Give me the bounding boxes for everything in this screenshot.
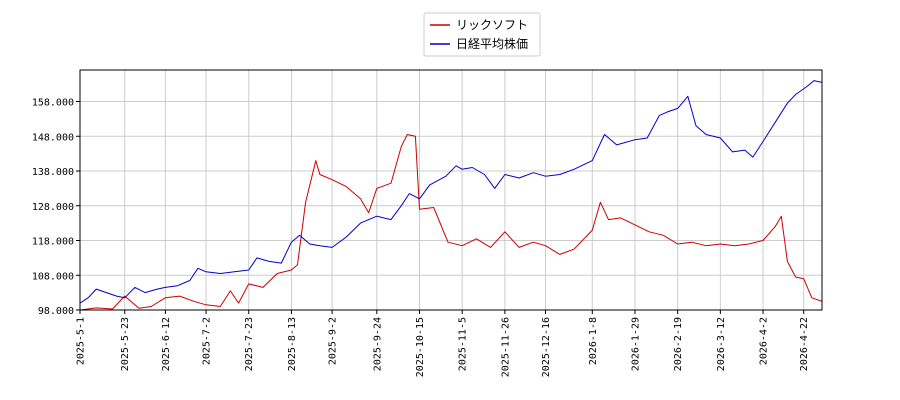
y-tick-label: 128.000 bbox=[32, 202, 74, 213]
x-tick-label: 2025-7-23 bbox=[244, 317, 255, 371]
y-tick-label: 118.000 bbox=[32, 237, 74, 248]
legend-label-riccsoft: リックソフト bbox=[456, 18, 528, 32]
x-axis-ticks: 2025-5-1 2025-5-23 2025-6-12 2025-7-2 2025-7… bbox=[76, 310, 810, 377]
y-axis-ticks: 98.000 108.000 118.000 128.000 138.000 148.00… bbox=[32, 98, 80, 317]
x-tick-label: 2026-1-8 bbox=[588, 317, 599, 365]
y-tick-label: 148.000 bbox=[32, 132, 74, 143]
y-tick-label: 98.000 bbox=[38, 306, 74, 317]
x-tick-label: 2026-4-2 bbox=[759, 317, 770, 365]
x-tick-label: 2025-11-26 bbox=[500, 317, 511, 377]
x-tick-label: 2026-4-22 bbox=[799, 317, 810, 371]
grid bbox=[79, 70, 822, 311]
x-tick-label: 2025-12-16 bbox=[541, 317, 552, 377]
legend: リックソフト 日経平均株価 bbox=[423, 12, 541, 57]
x-tick-label: 2025-5-23 bbox=[120, 317, 131, 371]
y-tick-label: 138.000 bbox=[32, 167, 74, 178]
x-tick-label: 2025-7-2 bbox=[202, 317, 213, 365]
series-riccsoft-line bbox=[80, 134, 822, 310]
x-tick-label: 2025-6-12 bbox=[161, 317, 172, 371]
x-tick-label: 2025-5-1 bbox=[76, 317, 87, 365]
x-tick-label: 2025-9-2 bbox=[328, 317, 339, 365]
legend-label-nikkei: 日経平均株価 bbox=[456, 36, 528, 51]
plot-frame bbox=[79, 69, 823, 311]
x-tick-label: 2026-3-12 bbox=[716, 317, 727, 371]
x-tick-label: 2026-2-19 bbox=[673, 317, 684, 371]
y-tick-label: 158.000 bbox=[32, 98, 74, 109]
x-tick-label: 2025-9-24 bbox=[372, 317, 383, 371]
axes bbox=[79, 69, 823, 311]
x-tick-label: 2026-1-29 bbox=[630, 317, 641, 371]
x-tick-label: 2025-8-13 bbox=[287, 317, 298, 371]
x-tick-label: 2025-10-15 bbox=[415, 317, 426, 377]
x-tick-label: 2025-11-5 bbox=[458, 317, 469, 371]
series-nikkei-line bbox=[80, 80, 822, 304]
legend-box bbox=[423, 12, 541, 57]
series-lines bbox=[80, 80, 822, 310]
y-tick-label: 108.000 bbox=[32, 271, 74, 282]
